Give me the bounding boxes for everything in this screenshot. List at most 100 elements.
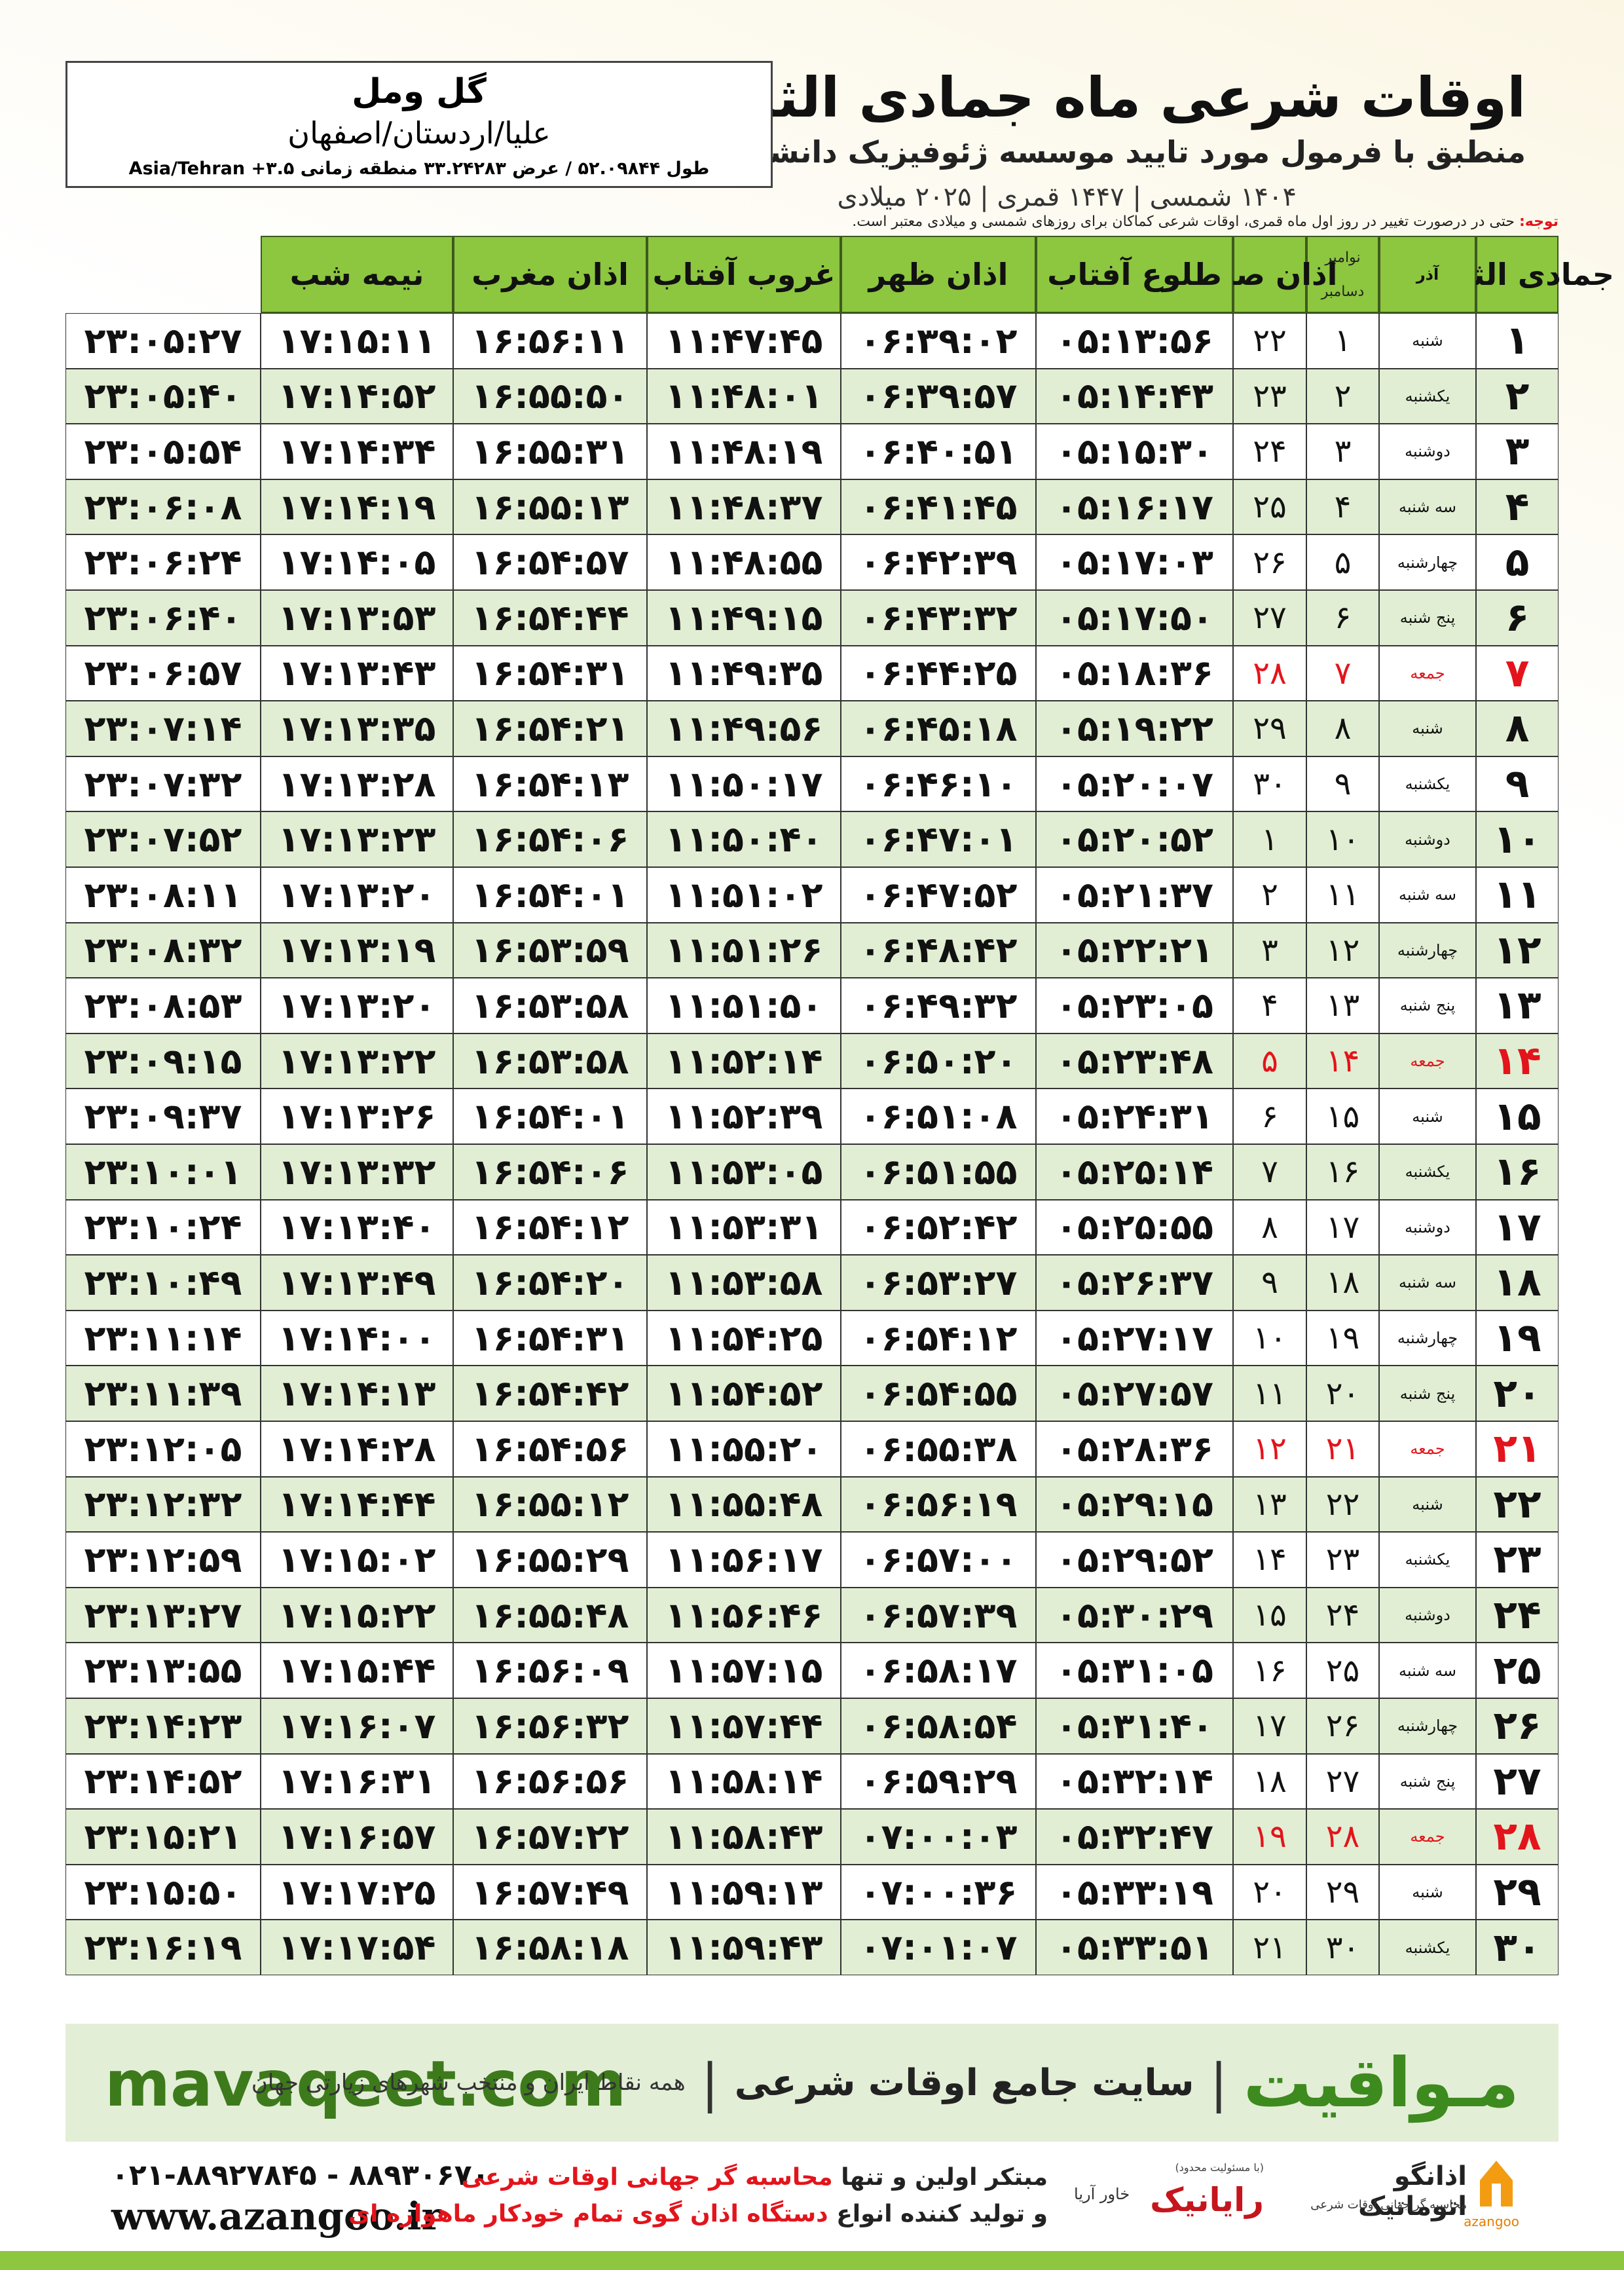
time-cell: ۰۵:۲۰:۵۲ xyxy=(1036,811,1233,867)
time-cell: ۲۳:۱۲:۵۹ xyxy=(65,1532,261,1588)
weekday-cell: سه شنبه xyxy=(1379,1255,1476,1311)
date-cell: ۳۰ xyxy=(1233,756,1306,812)
time-cell: ۲۳:۱۱:۳۹ xyxy=(65,1366,261,1421)
time-cell: ۱۷:۱۷:۵۴ xyxy=(261,1920,453,1975)
date-cell: ۲۷ xyxy=(1233,590,1306,646)
weekday-cell: جمعه xyxy=(1379,1033,1476,1089)
date-cell: ۱۵ xyxy=(1233,1587,1306,1643)
time-cell: ۱۷:۱۶:۵۷ xyxy=(261,1809,453,1865)
date-cell: ۱۴ xyxy=(1306,1033,1379,1089)
time-cell: ۱۱:۵۰:۴۰ xyxy=(647,811,841,867)
time-cell: ۱۷:۱۳:۴۰ xyxy=(261,1199,453,1256)
date-cell: ۲۰ xyxy=(1233,1864,1306,1920)
header-cell xyxy=(1306,236,1379,313)
time-cell: ۰۵:۱۴:۴۳ xyxy=(1036,368,1233,424)
time-cell: ۲۳:۱۵:۵۰ xyxy=(65,1864,261,1920)
date-cell: ۲۵ xyxy=(1476,1643,1559,1698)
date-cell: ۷ xyxy=(1233,1144,1306,1200)
time-cell: ۰۵:۲۱:۳۷ xyxy=(1036,867,1233,923)
header-cell: اذان مغرب xyxy=(453,236,647,313)
time-cell: ۲۳:۱۰:۰۱ xyxy=(65,1144,261,1200)
time-cell: ۱۱:۵۶:۴۶ xyxy=(647,1587,841,1643)
time-cell: ۲۳:۱۴:۵۲ xyxy=(65,1753,261,1810)
date-cell: ۱۴ xyxy=(1233,1532,1306,1588)
logo-icon xyxy=(1480,2161,1513,2206)
weekday-cell: یکشنبه xyxy=(1379,1920,1476,1975)
time-cell: ۱۶:۵۷:۴۹ xyxy=(453,1864,647,1920)
date-cell: ۱۸ xyxy=(1233,1753,1306,1810)
date-cell: ۱۶ xyxy=(1233,1643,1306,1698)
time-cell: ۰۵:۱۹:۲۲ xyxy=(1036,701,1233,756)
time-cell: ۱۱:۴۸:۱۹ xyxy=(647,424,841,479)
time-cell: ۲۳:۰۵:۴۰ xyxy=(65,368,261,424)
time-cell: ۱۱:۵۸:۱۴ xyxy=(647,1753,841,1810)
time-cell: ۱۶:۵۴:۵۷ xyxy=(453,534,647,590)
time-cell: ۲۳:۰۹:۱۵ xyxy=(65,1033,261,1089)
time-cell: ۲۳:۱۶:۱۹ xyxy=(65,1920,261,1975)
time-cell: ۱۶:۵۶:۵۶ xyxy=(453,1753,647,1810)
time-cell: ۰۵:۱۸:۳۶ xyxy=(1036,645,1233,701)
time-cell: ۱۷:۱۳:۳۵ xyxy=(261,701,453,756)
time-cell: ۱۶:۵۶:۳۲ xyxy=(453,1698,647,1754)
time-cell: ۱۱:۴۹:۳۵ xyxy=(647,645,841,701)
logo-text: azangoo xyxy=(1464,2214,1519,2229)
time-cell: ۲۳:۱۳:۲۷ xyxy=(65,1587,261,1643)
date-cell: ۹ xyxy=(1233,1255,1306,1311)
header-label: نوامبر xyxy=(1325,249,1361,266)
time-cell: ۰۶:۴۶:۱۰ xyxy=(841,756,1036,812)
time-cell: ۱۷:۱۴:۱۳ xyxy=(261,1366,453,1421)
title: اوقات شرعی ماه جمادی الثانی xyxy=(680,65,1526,130)
weekday-cell: پنج شنبه xyxy=(1379,590,1476,646)
date-cell: ۱۳ xyxy=(1306,978,1379,1033)
date-cell: ۶ xyxy=(1233,1088,1306,1144)
weekday-cell: سه شنبه xyxy=(1379,479,1476,535)
date-cell: ۱۱ xyxy=(1233,1366,1306,1421)
logo-text: رایانیک xyxy=(1150,2181,1264,2219)
date-cell: ۱۶ xyxy=(1306,1144,1379,1200)
time-cell: ۱۷:۱۴:۱۹ xyxy=(261,479,453,535)
time-cell: ۰۵:۲۸:۳۶ xyxy=(1036,1421,1233,1477)
date-cell: ۳ xyxy=(1306,424,1379,479)
time-cell: ۱۱:۵۱:۲۶ xyxy=(647,922,841,978)
date-cell: ۱۸ xyxy=(1306,1255,1379,1311)
time-cell: ۱۱:۴۷:۴۵ xyxy=(647,313,841,369)
time-cell: ۰۶:۳۹:۰۲ xyxy=(841,313,1036,369)
tagline-lead: و تولید کننده انواع xyxy=(828,2201,1048,2227)
date-cell: ۴ xyxy=(1306,479,1379,535)
time-cell: ۱۱:۵۰:۱۷ xyxy=(647,756,841,812)
time-cell: ۱۱:۴۸:۳۷ xyxy=(647,479,841,535)
time-cell: ۱۱:۵۱:۵۰ xyxy=(647,978,841,1033)
time-cell: ۰۷:۰۰:۰۳ xyxy=(841,1809,1036,1865)
time-cell: ۱۶:۵۵:۱۲ xyxy=(453,1476,647,1533)
date-cell: ۱۲ xyxy=(1306,922,1379,978)
time-cell: ۲۳:۰۸:۵۳ xyxy=(65,978,261,1033)
date-cell: ۹ xyxy=(1306,756,1379,812)
logo-note: (با مسئولیت محدود) xyxy=(1175,2161,1264,2174)
logo-text: محاسبه گر جهانی اوقات شرعی xyxy=(1310,2198,1467,2212)
time-cell: ۱۱:۵۸:۴۳ xyxy=(647,1809,841,1865)
header-label: دسامبر xyxy=(1321,283,1365,300)
time-cell: ۱۷:۱۷:۲۵ xyxy=(261,1864,453,1920)
time-cell: ۱۷:۱۳:۳۲ xyxy=(261,1144,453,1200)
time-cell: ۱۶:۵۴:۱۲ xyxy=(453,1199,647,1256)
time-cell: ۰۶:۴۸:۴۲ xyxy=(841,922,1036,978)
site-url: mavaqeet.com xyxy=(105,2047,627,2121)
brand-row: مـواقیت | سایت جامع اوقات شرعی | همه نقا… xyxy=(251,2043,1519,2123)
location-region: علیا/اردستان/اصفهان xyxy=(287,115,551,151)
date-cell: ۴ xyxy=(1233,978,1306,1033)
phones: ۰۲۱-۸۸۹۲۷۸۴۵ - ۸۸۹۳۰۶۷۰ xyxy=(111,2159,490,2192)
weekday-cell: شنبه xyxy=(1379,1088,1476,1144)
time-cell: ۱۶:۵۴:۳۱ xyxy=(453,645,647,701)
time-cell: ۲۳:۱۰:۴۹ xyxy=(65,1255,261,1311)
date-cell: ۲۲ xyxy=(1306,1476,1379,1533)
date-cell: ۱۷ xyxy=(1306,1199,1379,1256)
time-cell: ۰۵:۱۵:۳۰ xyxy=(1036,424,1233,479)
time-cell: ۲۳:۰۸:۱۱ xyxy=(65,867,261,923)
time-cell: ۰۶:۵۹:۲۹ xyxy=(841,1753,1036,1810)
weekday-cell: جمعه xyxy=(1379,1809,1476,1865)
weekday-cell: یکشنبه xyxy=(1379,756,1476,812)
time-cell: ۰۶:۵۷:۳۹ xyxy=(841,1587,1036,1643)
date-cell: ۲۳ xyxy=(1233,368,1306,424)
time-cell: ۱۶:۵۵:۲۹ xyxy=(453,1532,647,1588)
time-cell: ۰۶:۴۰:۵۱ xyxy=(841,424,1036,479)
